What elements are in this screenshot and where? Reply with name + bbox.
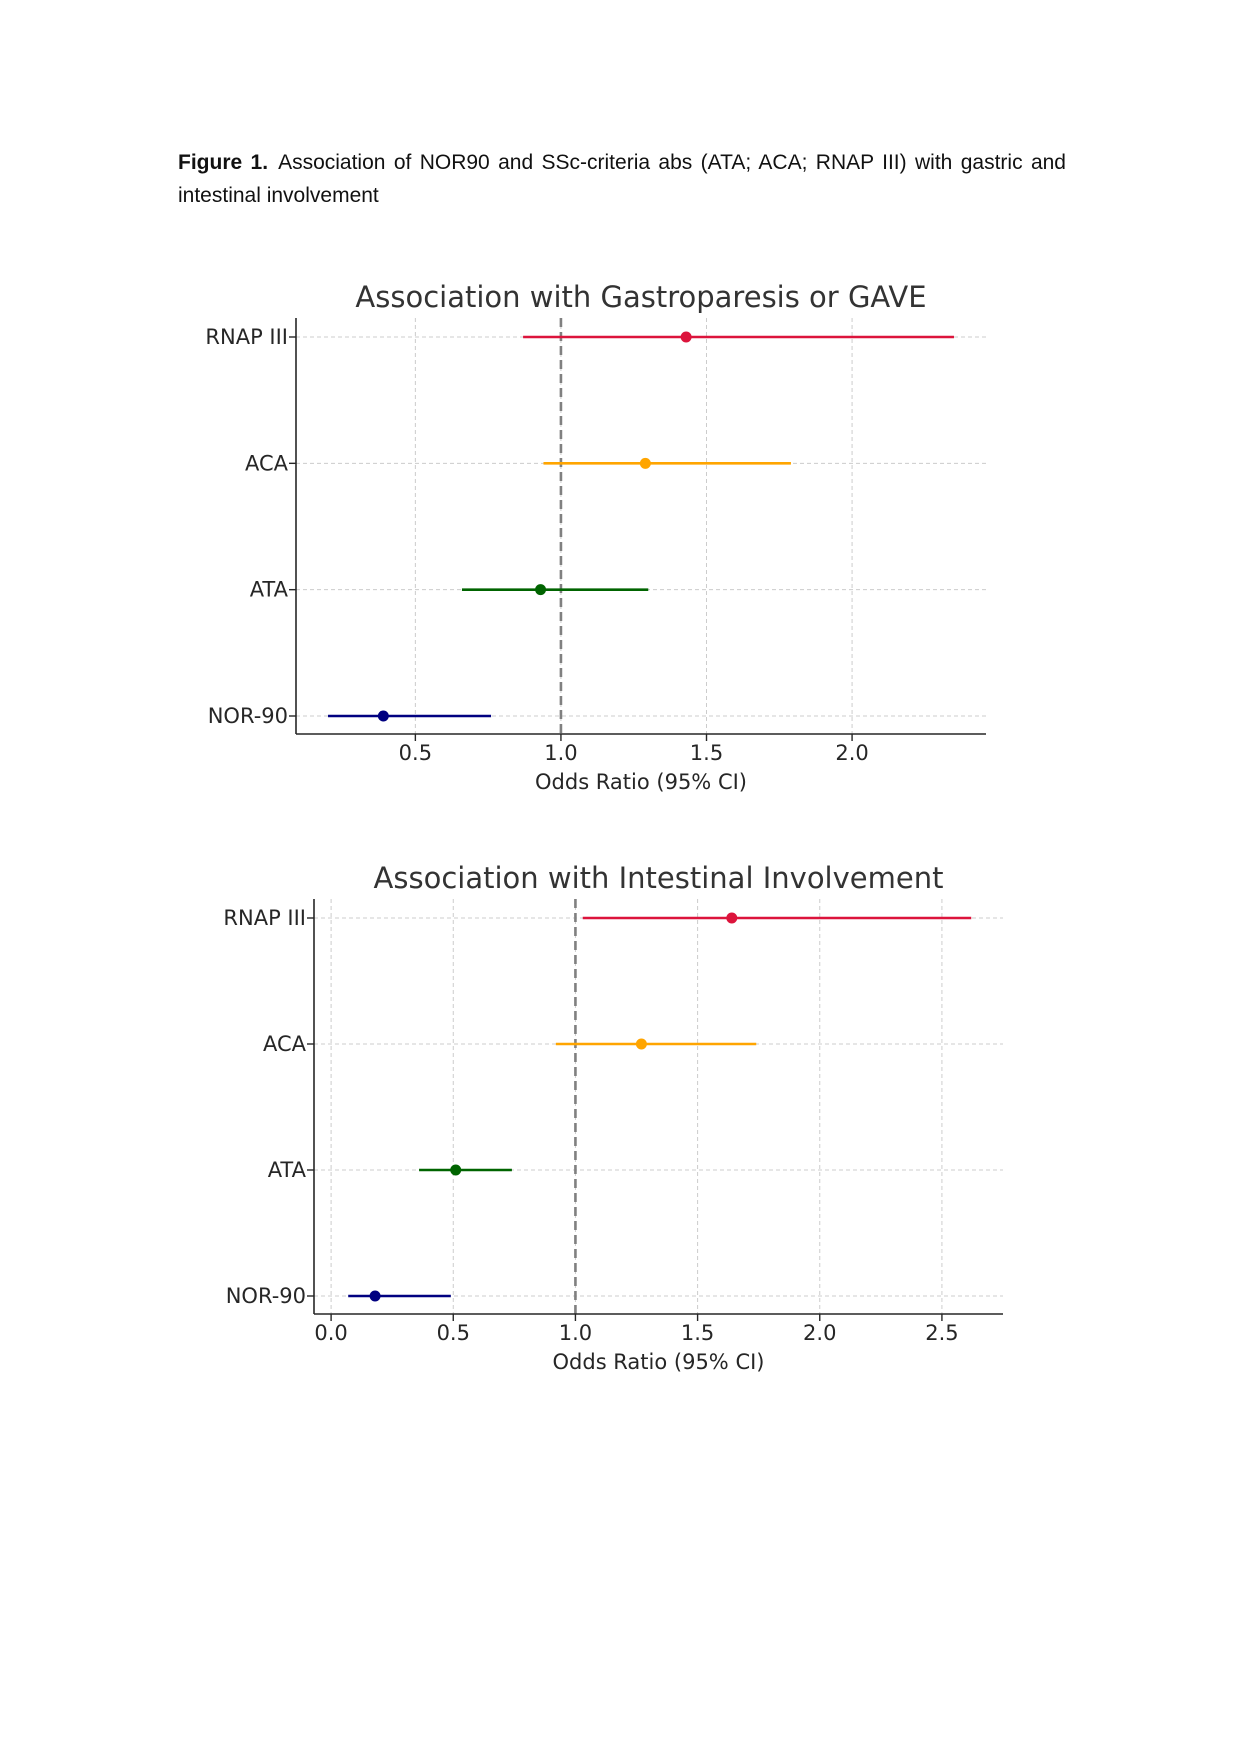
x-tick-label: 2.5 xyxy=(925,1321,958,1345)
x-tick-label: 0.5 xyxy=(437,1321,470,1345)
point-estimate-ata xyxy=(450,1164,462,1176)
figure-caption-text: Association of NOR90 and SSc-criteria ab… xyxy=(178,151,1066,207)
point-estimate-ata xyxy=(535,584,547,596)
x-tick-label: 1.5 xyxy=(681,1321,714,1345)
x-tick-label: 2.0 xyxy=(803,1321,836,1345)
x-axis-label: Odds Ratio (95% CI) xyxy=(553,1350,765,1374)
x-tick-label: 0.5 xyxy=(399,741,432,765)
y-tick-label-aca: ACA xyxy=(263,1032,307,1056)
point-estimate-aca xyxy=(639,457,651,469)
chart-title: Association with Gastroparesis or GAVE xyxy=(355,280,926,314)
plot-area: 0.5 1.0 1.5 2.0 RNAP III ACA ATA NOR-90 Associat… xyxy=(205,280,986,794)
figure-label: Figure 1. xyxy=(178,151,269,174)
y-tick-label-ata: ATA xyxy=(250,578,289,602)
y-tick-label-rnap-iii: RNAP III xyxy=(205,325,288,349)
point-estimate-rnap-iii xyxy=(680,331,692,343)
y-tick-label-nor-90: NOR-90 xyxy=(226,1284,306,1308)
intestinal-involvement-chart: 0.0 0.5 1.0 1.5 2.0 2.5 RNAP III ACA ATA NOR-90 As… xyxy=(223,861,1003,1374)
gastroparesis-gave-chart: 0.5 1.0 1.5 2.0 RNAP III ACA ATA NOR-90 Associat… xyxy=(205,280,986,794)
point-estimate-nor-90 xyxy=(377,710,389,722)
x-tick-label: 1.5 xyxy=(690,741,723,765)
y-tick-label-rnap-iii: RNAP III xyxy=(223,906,306,930)
y-tick-label-ata: ATA xyxy=(268,1158,307,1182)
x-axis-label: Odds Ratio (95% CI) xyxy=(535,770,747,794)
y-tick-label-aca: ACA xyxy=(245,451,289,475)
x-tick-label: 1.0 xyxy=(544,741,577,765)
point-estimate-rnap-iii xyxy=(726,912,738,924)
point-estimate-nor-90 xyxy=(369,1290,381,1302)
plot-area: 0.0 0.5 1.0 1.5 2.0 2.5 RNAP III ACA ATA NOR-90 As… xyxy=(223,861,1003,1374)
x-tick-label: 1.0 xyxy=(559,1321,592,1345)
point-estimate-aca xyxy=(635,1038,647,1050)
x-tick-label: 2.0 xyxy=(835,741,868,765)
chart-title: Association with Intestinal Involvement xyxy=(374,861,944,895)
x-tick-label: 0.0 xyxy=(314,1321,347,1345)
y-tick-label-nor-90: NOR-90 xyxy=(208,704,288,728)
figure-caption: Figure 1. Association of NOR90 and SSc-cr… xyxy=(178,146,1066,212)
